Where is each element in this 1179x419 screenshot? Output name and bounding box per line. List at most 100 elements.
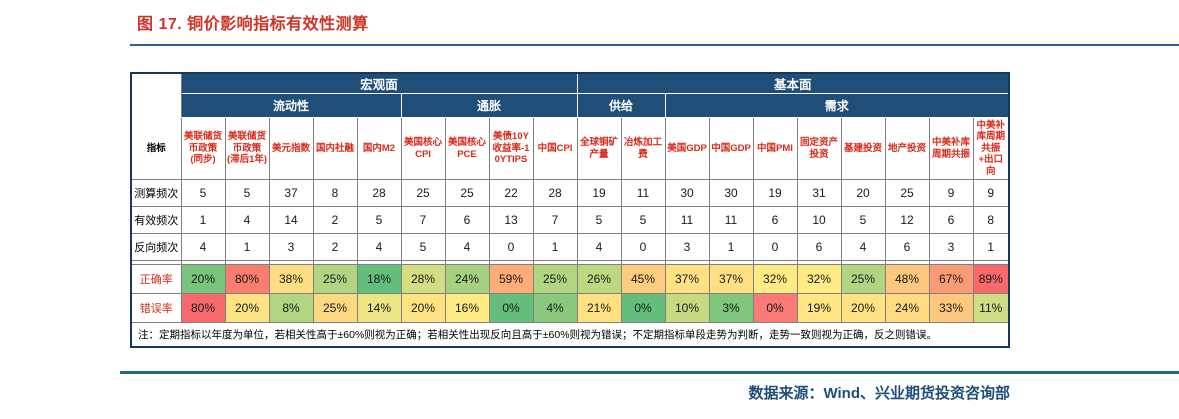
- heat-cell: 45%: [620, 264, 666, 294]
- heat-cell: 38%: [268, 264, 314, 294]
- value-cell: 13: [488, 206, 534, 234]
- heat-cell: 19%: [796, 293, 842, 323]
- row-label: 错误率: [130, 293, 182, 323]
- column-header: 全球铜矿产量: [576, 117, 622, 180]
- value-cell: 4: [576, 233, 622, 261]
- heat-cell: 14%: [356, 293, 402, 323]
- table-row: 有效频次 1 4 14 2 5 7 6 13 7 5 5 11 11 6 10 5 12 6 8: [130, 206, 1010, 234]
- value-cell: 5: [576, 206, 622, 234]
- heat-cell: 37%: [708, 264, 754, 294]
- value-cell: 14: [268, 206, 314, 234]
- column-header: 基建投资: [840, 117, 886, 180]
- table-note: 注：定期指标以年度为单位，若相关性高于±60%则视为正确；若相关性出现反向且高于…: [130, 322, 1010, 348]
- value-cell: 2: [312, 206, 358, 234]
- heat-cell: 20%: [224, 293, 270, 323]
- value-cell: 7: [532, 206, 578, 234]
- table-row: 错误率 80% 20% 8% 25% 14% 20% 16% 0% 4% 21% 0% 10% 3% 0% 1…: [130, 293, 1010, 323]
- value-cell: 20: [840, 179, 886, 207]
- heat-cell: 20%: [180, 264, 226, 294]
- subgroup-header: 通胀: [400, 93, 578, 118]
- heat-cell: 67%: [928, 264, 974, 294]
- value-cell: 4: [224, 206, 270, 234]
- value-cell: 8: [312, 179, 358, 207]
- heat-cell: 11%: [972, 293, 1010, 323]
- value-cell: 5: [400, 233, 446, 261]
- value-cell: 1: [972, 233, 1010, 261]
- subgroup-header: 需求: [664, 93, 1010, 118]
- heat-cell: 8%: [268, 293, 314, 323]
- heat-cell: 59%: [488, 264, 534, 294]
- note-row: 注：定期指标以年度为单位，若相关性高于±60%则视为正确；若相关性出现反向且高于…: [130, 322, 1010, 348]
- value-cell: 4: [444, 233, 490, 261]
- heat-cell: 48%: [884, 264, 930, 294]
- heat-cell: 18%: [356, 264, 402, 294]
- heat-cell: 20%: [400, 293, 446, 323]
- value-cell: 37: [268, 179, 314, 207]
- value-cell: 19: [576, 179, 622, 207]
- value-cell: 0: [752, 233, 798, 261]
- group-header: 基本面: [576, 72, 1010, 94]
- column-header: 美元指数: [268, 117, 314, 180]
- table-row: 反向频次 4 1 3 2 4 5 4 0 1 4 0 3 1 0 6 4 6 3 1: [130, 233, 1010, 261]
- value-cell: 30: [664, 179, 710, 207]
- value-cell: 25: [444, 179, 490, 207]
- heat-cell: 25%: [312, 264, 358, 294]
- value-cell: 1: [224, 233, 270, 261]
- value-cell: 7: [400, 206, 446, 234]
- row-label: 正确率: [130, 264, 182, 294]
- heat-cell: 37%: [664, 264, 710, 294]
- heat-cell: 33%: [928, 293, 974, 323]
- column-header: 地产投资: [884, 117, 930, 180]
- heat-cell: 10%: [664, 293, 710, 323]
- value-cell: 28: [356, 179, 402, 207]
- column-header: 国内M2: [356, 117, 402, 180]
- value-cell: 4: [840, 233, 886, 261]
- figure-title: 图 17. 铜价影响指标有效性测算: [137, 16, 369, 33]
- heat-cell: 0%: [620, 293, 666, 323]
- value-cell: 5: [180, 179, 226, 207]
- footer-divider: [120, 371, 1179, 374]
- column-header: 中美补库周期共振+出口向: [972, 117, 1010, 180]
- heat-cell: 24%: [444, 264, 490, 294]
- column-header: 中美补库周期共振: [928, 117, 974, 180]
- value-cell: 6: [796, 233, 842, 261]
- value-cell: 3: [268, 233, 314, 261]
- heat-cell: 89%: [972, 264, 1010, 294]
- heat-cell: 0%: [488, 293, 534, 323]
- value-cell: 0: [620, 233, 666, 261]
- heat-cell: 28%: [400, 264, 446, 294]
- value-cell: 1: [708, 233, 754, 261]
- column-header: 中国PMI: [752, 117, 798, 180]
- value-cell: 2: [312, 233, 358, 261]
- value-cell: 0: [488, 233, 534, 261]
- value-cell: 11: [620, 179, 666, 207]
- value-cell: 4: [356, 233, 402, 261]
- row-label: 测算频次: [130, 179, 182, 207]
- value-cell: 9: [972, 179, 1010, 207]
- column-header: 美国GDP: [664, 117, 710, 180]
- value-cell: 12: [884, 206, 930, 234]
- heat-cell: 0%: [752, 293, 798, 323]
- column-header: 国内社融: [312, 117, 358, 180]
- indicator-effectiveness-table: 宏观面 基本面 流动性 通胀 供给 需求 指标 美联储货币政策(同步) 美联储货币政策(滞后1年…: [130, 72, 1010, 348]
- heat-cell: 32%: [752, 264, 798, 294]
- heat-cell: 21%: [576, 293, 622, 323]
- subgroup-header: 流动性: [180, 93, 402, 118]
- row-label: 有效频次: [130, 206, 182, 234]
- value-cell: 1: [180, 206, 226, 234]
- value-cell: 8: [972, 206, 1010, 234]
- value-cell: 5: [224, 179, 270, 207]
- value-cell: 11: [708, 206, 754, 234]
- value-cell: 3: [928, 233, 974, 261]
- heat-cell: 80%: [180, 293, 226, 323]
- value-cell: 25: [884, 179, 930, 207]
- column-header: 美债10Y收益率-10YTIPS: [488, 117, 534, 180]
- column-header: 美联储货币政策(同步): [180, 117, 226, 180]
- heat-cell: 24%: [884, 293, 930, 323]
- column-header: 美联储货币政策(滞后1年): [224, 117, 270, 180]
- value-cell: 19: [752, 179, 798, 207]
- heat-cell: 32%: [796, 264, 842, 294]
- value-cell: 5: [620, 206, 666, 234]
- heat-cell: 25%: [840, 264, 886, 294]
- column-header: 固定资产投资: [796, 117, 842, 180]
